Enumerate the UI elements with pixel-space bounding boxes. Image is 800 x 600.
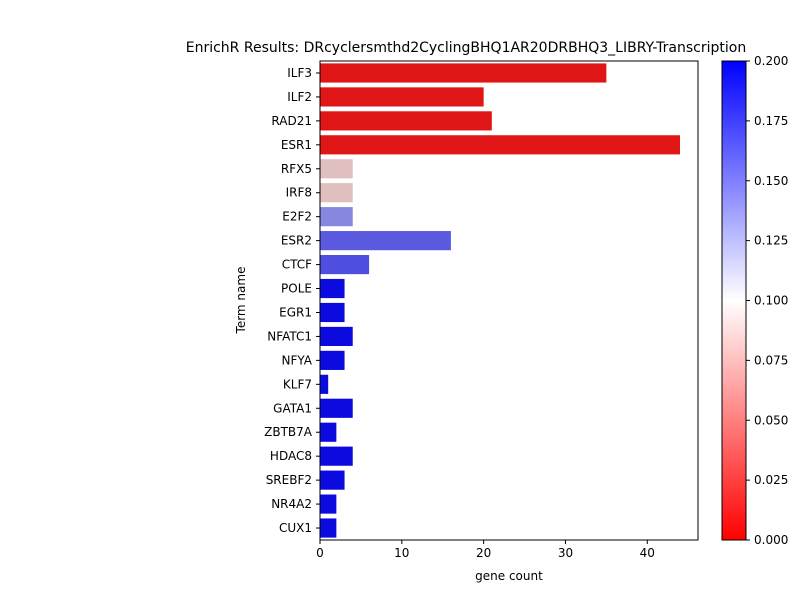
bar-pole: [320, 278, 345, 299]
chart-title: EnrichR Results: DRcyclersmthd2CyclingBH…: [186, 40, 746, 56]
y-tick-label: POLE: [281, 282, 312, 296]
y-tick-label: ILF2: [287, 90, 312, 104]
bar-nr4a2: [320, 494, 337, 514]
colorbar: [721, 60, 747, 541]
y-axis-label: Term name: [234, 267, 248, 335]
bar-irf8: [320, 183, 353, 203]
bar-zbtb7a: [320, 422, 337, 442]
y-tick-label: CUX1: [279, 521, 312, 535]
colorbar-tick-label: 0.200: [754, 54, 788, 68]
x-axis-ticks: 0 10 20 30 40: [316, 540, 655, 560]
y-tick-label: KLF7: [283, 377, 312, 391]
y-tick-label: HDAC8: [270, 449, 312, 463]
colorbar-tick-label: 0.025: [754, 473, 788, 487]
bar-klf7: [320, 374, 329, 394]
bar-nfya: [320, 350, 345, 370]
y-tick-label: ESR1: [281, 138, 312, 152]
y-tick-label: ZBTB7A: [264, 425, 313, 439]
y-tick-label: GATA1: [273, 401, 312, 415]
bars-group: [320, 63, 680, 538]
y-tick-label: E2F2: [282, 210, 312, 224]
bar-nfatc1: [320, 326, 353, 347]
colorbar-tick-label: 0.150: [754, 174, 788, 188]
colorbar-tick-label: 0.075: [754, 353, 788, 367]
colorbar-ticks: 0.000 0.025 0.050 0.075 0.100 0.125 0.150 0.175…: [746, 54, 788, 547]
y-tick-label: CTCF: [282, 258, 312, 272]
colorbar-tick-label: 0.000: [754, 533, 788, 547]
y-tick-label: NFYA: [282, 353, 313, 367]
y-tick-label: NFATC1: [267, 329, 312, 343]
bar-esr2: [320, 231, 451, 251]
y-tick-label: EGR1: [279, 305, 312, 319]
y-tick-label: ILF3: [287, 66, 312, 80]
x-tick-label: 30: [558, 546, 573, 560]
x-tick-label: 40: [640, 546, 655, 560]
y-tick-label: RAD21: [271, 114, 312, 128]
bar-cux1: [320, 518, 337, 538]
bar-hdac8: [320, 446, 353, 466]
x-axis-label: gene count: [475, 569, 543, 583]
y-tick-label: NR4A2: [271, 497, 312, 511]
bar-e2f2: [320, 207, 353, 227]
colorbar-tick-label: 0.125: [754, 234, 788, 248]
plot-frame: [319, 60, 699, 541]
x-tick-label: 10: [394, 546, 409, 560]
y-axis-ticks: ILF3 ILF2 RAD21 ESR1 RFX5 IRF8 E2F2 ESR2 CTCF POL…: [264, 66, 320, 535]
y-tick-label: SREBF2: [266, 473, 312, 487]
bar-gata1: [320, 398, 353, 418]
y-tick-label: IRF8: [286, 186, 312, 200]
colorbar-tick-label: 0.050: [754, 413, 788, 427]
y-tick-label: ESR2: [281, 234, 312, 248]
x-tick-label: 20: [476, 546, 491, 560]
bar-esr1: [320, 135, 680, 155]
bar-ilf3: [320, 63, 607, 83]
bar-egr1: [320, 302, 345, 323]
colorbar-tick-label: 0.175: [754, 114, 788, 128]
bar-rfx5: [320, 159, 353, 179]
bar-ilf2: [320, 87, 484, 107]
bar-srebf2: [320, 470, 345, 490]
y-tick-label: RFX5: [281, 162, 312, 176]
bar-rad21: [320, 111, 492, 131]
colorbar-tick-label: 0.100: [754, 294, 788, 308]
x-tick-label: 0: [316, 546, 324, 560]
bar-ctcf: [320, 254, 370, 275]
